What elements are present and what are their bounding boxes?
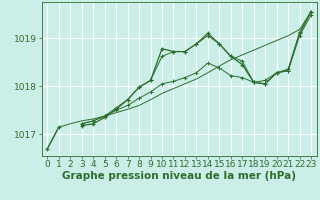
X-axis label: Graphe pression niveau de la mer (hPa): Graphe pression niveau de la mer (hPa) <box>62 171 296 181</box>
